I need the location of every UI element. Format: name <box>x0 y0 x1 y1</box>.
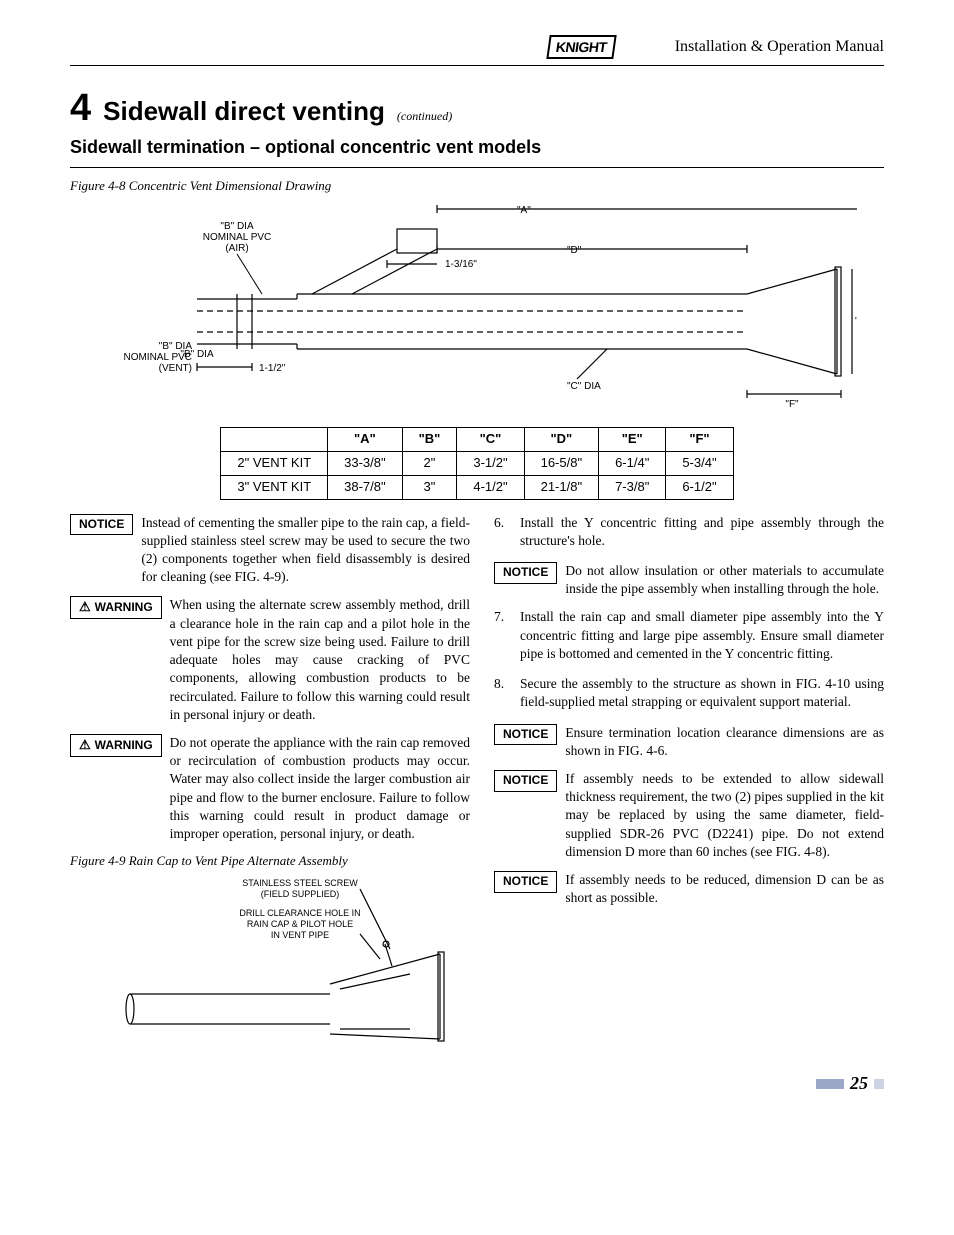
svg-text:(FIELD SUPPLIED): (FIELD SUPPLIED) <box>261 889 340 899</box>
table-cell: 6-1/2" <box>666 475 733 499</box>
table-header: "D" <box>524 427 598 451</box>
figure-4-8-diagram: "A" "D" <box>97 199 857 419</box>
table-cell: 3" VENT KIT <box>221 475 328 499</box>
svg-text:"A": "A" <box>517 205 531 216</box>
fig49-rest: Rain Cap to Vent Pipe Alternate Assembly <box>129 853 348 868</box>
footer-bar-icon <box>816 1079 844 1089</box>
figure-4-8-caption: Figure 4-8 Concentric Vent Dimensional D… <box>70 178 884 195</box>
logo-text: KNIGHT <box>555 39 608 55</box>
svg-text:STAINLESS STEEL SCREW: STAINLESS STEEL SCREW <box>242 878 358 888</box>
callout-text: Instead of cementing the smaller pipe to… <box>141 514 470 587</box>
table-cell: 3" <box>402 475 457 499</box>
section-continued: (continued) <box>397 109 452 125</box>
notice-callout: NOTICE Instead of cementing the smaller p… <box>70 514 470 587</box>
dimension-table: "A""B""C""D""E""F" 2" VENT KIT33-3/8"2"3… <box>220 427 733 500</box>
table-row: 2" VENT KIT33-3/8"2"3-1/2"16-5/8"6-1/4"5… <box>221 451 733 475</box>
svg-text:"F": "F" <box>785 399 799 410</box>
notice-label: NOTICE <box>494 562 557 584</box>
callout-text: Ensure termination location clearance di… <box>565 724 884 760</box>
notice-callout: NOTICE If assembly needs to be reduced, d… <box>494 871 884 907</box>
svg-text:(AIR): (AIR) <box>225 243 248 254</box>
callout-text: If assembly needs to be reduced, dimensi… <box>565 871 884 907</box>
callout-text: If assembly needs to be extended to allo… <box>565 770 884 861</box>
table-cell: 3-1/2" <box>457 451 524 475</box>
svg-text:1-1/2": 1-1/2" <box>259 363 286 374</box>
brand-logo: KNIGHT <box>546 35 616 59</box>
callout-text: Do not operate the appliance with the ra… <box>170 734 470 843</box>
svg-text:"E": "E" <box>855 316 857 327</box>
table-header: "E" <box>599 427 666 451</box>
warning-label: WARNING <box>70 596 162 619</box>
page-header: KNIGHT Installation & Operation Manual <box>70 35 884 66</box>
right-column: Install the Y concentric fitting and pip… <box>494 514 884 1053</box>
svg-text:1-3/16": 1-3/16" <box>445 259 477 270</box>
svg-text:NOMINAL PVC: NOMINAL PVC <box>123 352 192 363</box>
svg-text:IN VENT PIPE: IN VENT PIPE <box>271 930 329 940</box>
fig48-bold: Figure 4-8 <box>70 178 125 193</box>
warning-label: WARNING <box>70 734 162 757</box>
table-cell: 4-1/2" <box>457 475 524 499</box>
step-item: Secure the assembly to the structure as … <box>494 675 884 711</box>
notice-callout: NOTICE If assembly needs to be extended t… <box>494 770 884 861</box>
table-cell: 5-3/4" <box>666 451 733 475</box>
notice-label: NOTICE <box>494 770 557 792</box>
svg-text:"B" DIA: "B" DIA <box>220 221 254 232</box>
warning-callout: WARNING When using the alternate screw as… <box>70 596 470 724</box>
left-column: NOTICE Instead of cementing the smaller p… <box>70 514 470 1053</box>
table-header <box>221 427 328 451</box>
step-item: Install the Y concentric fitting and pip… <box>494 514 884 550</box>
svg-text:"C" DIA: "C" DIA <box>567 381 601 392</box>
table-header: "F" <box>666 427 733 451</box>
warning-callout: WARNING Do not operate the appliance with… <box>70 734 470 843</box>
table-cell: 7-3/8" <box>599 475 666 499</box>
fig49-bold: Figure 4-9 <box>70 853 125 868</box>
section-subtitle: Sidewall termination – optional concentr… <box>70 136 884 168</box>
table-cell: 16-5/8" <box>524 451 598 475</box>
callout-text: Do not allow insulation or other materia… <box>565 562 884 598</box>
svg-text:NOMINAL PVC: NOMINAL PVC <box>203 232 272 243</box>
table-cell: 2" <box>402 451 457 475</box>
figure-4-9-diagram: STAINLESS STEEL SCREW (FIELD SUPPLIED) D… <box>110 874 470 1044</box>
notice-label: NOTICE <box>494 724 557 746</box>
section-number: 4 <box>70 84 91 133</box>
page-number: 25 <box>850 1072 868 1095</box>
callout-text: When using the alternate screw assembly … <box>170 596 470 724</box>
table-cell: 21-1/8" <box>524 475 598 499</box>
footer-bar-icon <box>874 1079 884 1089</box>
svg-text:"B" DIA: "B" DIA <box>159 341 193 352</box>
svg-text:RAIN CAP & PILOT HOLE: RAIN CAP & PILOT HOLE <box>247 919 353 929</box>
fig48-rest: Concentric Vent Dimensional Drawing <box>129 178 332 193</box>
figure-4-9-caption: Figure 4-9 Rain Cap to Vent Pipe Alterna… <box>70 853 470 870</box>
svg-text:DRILL CLEARANCE HOLE IN: DRILL CLEARANCE HOLE IN <box>239 908 360 918</box>
notice-callout: NOTICE Do not allow insulation or other m… <box>494 562 884 598</box>
section-title-main: Sidewall direct venting <box>103 95 385 129</box>
svg-text:(VENT): (VENT) <box>159 363 192 374</box>
svg-text:"D": "D" <box>567 245 582 256</box>
notice-label: NOTICE <box>70 514 133 536</box>
table-cell: 38-7/8" <box>328 475 402 499</box>
step-item: Install the rain cap and small diameter … <box>494 608 884 663</box>
page-footer: 25 <box>70 1072 884 1095</box>
table-header: "C" <box>457 427 524 451</box>
table-cell: 6-1/4" <box>599 451 666 475</box>
table-cell: 2" VENT KIT <box>221 451 328 475</box>
notice-label: NOTICE <box>494 871 557 893</box>
table-header: "A" <box>328 427 402 451</box>
table-header: "B" <box>402 427 457 451</box>
table-cell: 33-3/8" <box>328 451 402 475</box>
table-row: 3" VENT KIT38-7/8"3"4-1/2"21-1/8"7-3/8"6… <box>221 475 733 499</box>
manual-title: Installation & Operation Manual <box>675 37 884 58</box>
section-heading: 4 Sidewall direct venting (continued) <box>70 84 884 133</box>
notice-callout: NOTICE Ensure termination location cleara… <box>494 724 884 760</box>
